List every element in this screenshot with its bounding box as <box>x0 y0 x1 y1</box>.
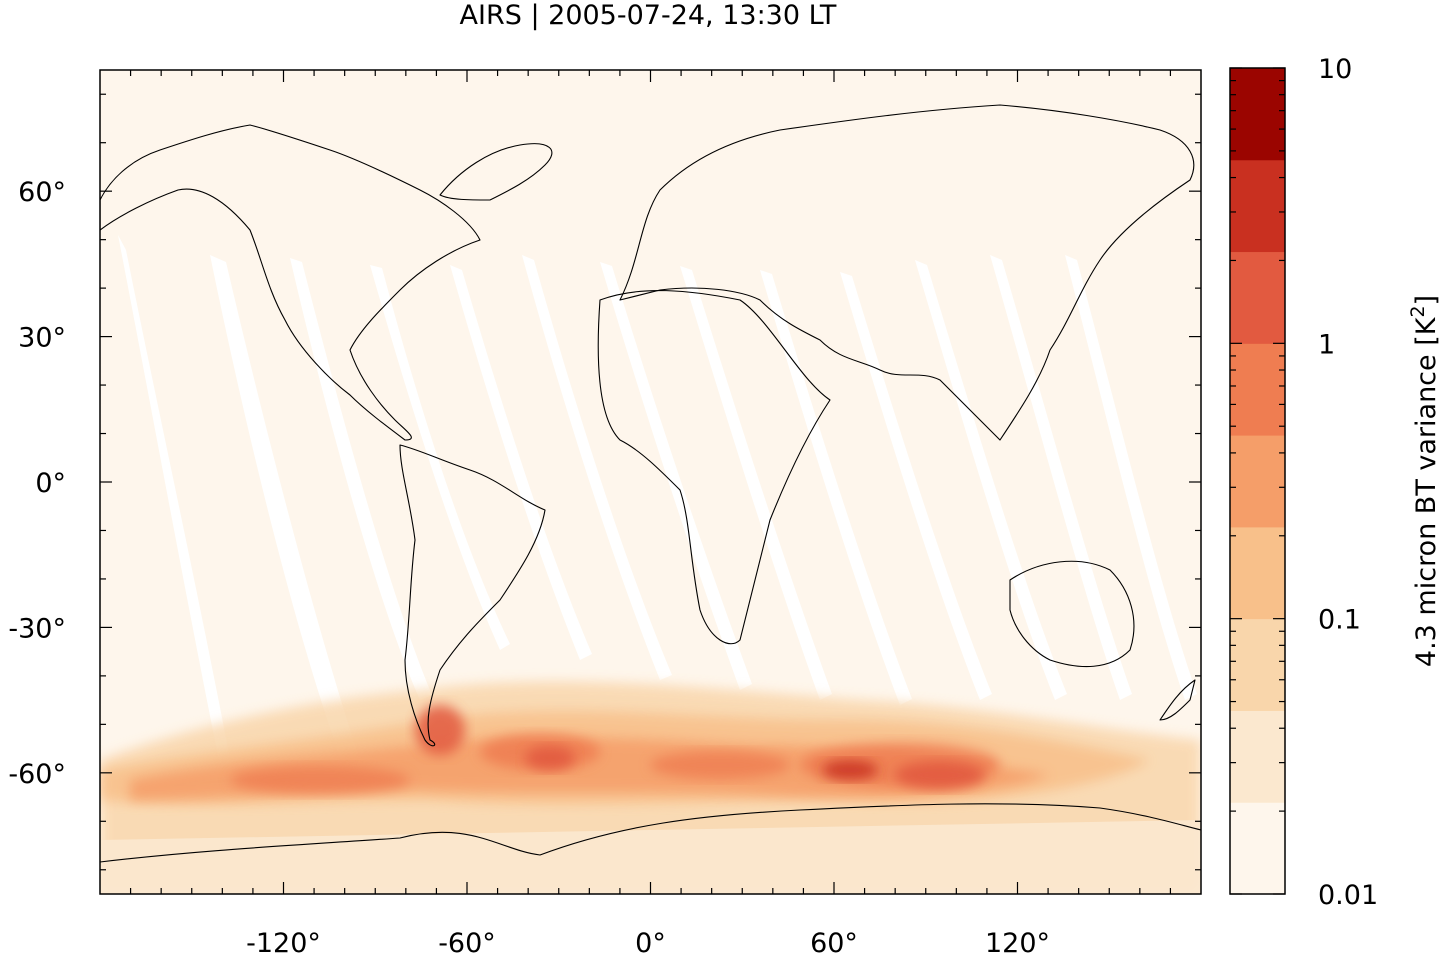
colorbar-tick-label: 0.01 <box>1318 880 1378 911</box>
lat-tick-label: 0° <box>35 468 66 499</box>
map-axes: 60° 30° 0° -30° -60° -120° -60° 0° 60° 120° <box>8 70 1201 956</box>
coast-new-zealand <box>1159 679 1196 721</box>
colorbar: 10 1 0.1 0.01 4.3 micron BT variance [K2] <box>1229 54 1442 911</box>
lon-tick-label: 60° <box>810 928 858 956</box>
colorbar-bin <box>1230 343 1285 436</box>
colorbar-bin <box>1230 710 1285 803</box>
colorbar-bin <box>1230 618 1285 711</box>
coast-greenland <box>439 143 553 201</box>
colorbar-label: 4.3 micron BT variance [K2] <box>1407 295 1442 667</box>
colorbar-bin <box>1230 526 1285 620</box>
colorbar-bin <box>1230 159 1285 253</box>
lat-tick-label: 30° <box>18 323 66 354</box>
coast-north-america <box>100 124 481 441</box>
variance-field <box>100 681 1201 894</box>
swath-gaps <box>118 235 1197 790</box>
lon-tick-label: 0° <box>635 928 666 956</box>
colorbar-bin <box>1230 251 1285 344</box>
coast-africa <box>597 290 831 645</box>
lon-tick-label: 120° <box>985 928 1050 956</box>
lat-tick-label: -60° <box>8 759 66 790</box>
lat-tick-label: 60° <box>18 177 66 208</box>
lat-tick-label: -30° <box>8 613 66 644</box>
colorbar-tick-label: 10 <box>1318 54 1352 85</box>
coast-eurasia <box>619 104 1195 441</box>
colorbar-bin <box>1230 802 1285 895</box>
coastlines <box>100 104 1201 863</box>
coast-australia <box>1009 560 1135 668</box>
colorbar-ticks: 10 1 0.1 0.01 <box>1230 54 1378 911</box>
colorbar-frame <box>1229 67 1286 895</box>
coast-south-america <box>399 444 546 747</box>
colorbar-tick-label: 0.1 <box>1318 605 1361 636</box>
colorbar-tick-label: 1 <box>1318 329 1335 360</box>
map-title: AIRS | 2005-07-24, 13:30 LT <box>460 0 837 31</box>
colorbar-bin <box>1230 68 1285 161</box>
lon-tick-label: -120° <box>246 928 321 956</box>
colorbar-bins <box>1230 68 1285 895</box>
colorbar-bin <box>1230 435 1285 528</box>
lon-tick-label: -60° <box>438 928 496 956</box>
coast-antarctica <box>100 803 1201 863</box>
map-area <box>100 70 1201 894</box>
